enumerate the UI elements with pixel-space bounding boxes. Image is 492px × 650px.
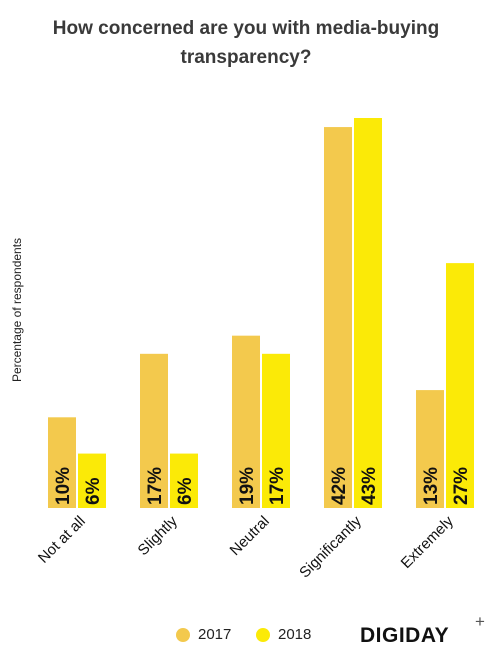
category-label-extremely: Extremely — [398, 512, 458, 572]
bar-2018-not-at-all — [78, 453, 106, 508]
legend-swatch-2017 — [176, 628, 190, 642]
bar-2017-neutral — [232, 335, 260, 508]
bar-2018-significantly — [354, 118, 382, 508]
legend-label-2017: 2017 — [198, 626, 232, 643]
value-label-2018-significantly: 43% — [359, 467, 380, 505]
bar-2017-not-at-all — [48, 417, 76, 508]
y-axis-label: Percentage of respondents — [10, 238, 24, 382]
value-label-2017-extremely: 13% — [421, 467, 442, 505]
value-labels-layer: 10% 6% 17% 6% 19% 17% 42% 43% 13% 27% — [53, 467, 472, 505]
bar-2018-extremely — [446, 263, 474, 508]
legend-label-2018: 2018 — [278, 626, 312, 643]
category-label-slightly: Slightly — [135, 512, 182, 559]
brand-logo: DIGIDAY — [360, 624, 450, 647]
value-label-2018-slightly: 6% — [175, 477, 196, 505]
category-labels-layer: Not at all Slightly Neutral Significantly Ex… — [35, 512, 457, 581]
value-label-2017-not-at-all: 10% — [53, 467, 74, 505]
bars-layer — [48, 118, 474, 509]
value-label-2017-significantly: 42% — [329, 467, 350, 505]
category-label-significantly: Significantly — [296, 512, 365, 581]
value-label-2018-not-at-all: 6% — [83, 477, 104, 505]
chart-title-line-1: How concerned are you with media-buying — [52, 18, 440, 39]
category-label-neutral: Neutral — [227, 513, 273, 559]
chart-title-line-2: transparency? — [180, 47, 312, 68]
chart-title: How concerned are you with media-buying … — [20, 14, 472, 72]
legend-swatch-2018 — [256, 628, 270, 642]
value-label-2017-neutral: 19% — [237, 467, 258, 505]
bar-2017-significantly — [324, 127, 352, 509]
value-label-2017-slightly: 17% — [145, 467, 166, 505]
category-label-not-at-all: Not at all — [35, 513, 89, 567]
value-label-2018-extremely: 27% — [451, 467, 472, 505]
bar-2018-neutral — [262, 353, 290, 508]
brand-plus-icon: + — [475, 612, 485, 631]
bar-2017-slightly — [140, 353, 168, 508]
bar-2018-slightly — [170, 453, 198, 508]
bar-2017-extremely — [416, 390, 444, 508]
value-label-2018-neutral: 17% — [267, 467, 288, 505]
